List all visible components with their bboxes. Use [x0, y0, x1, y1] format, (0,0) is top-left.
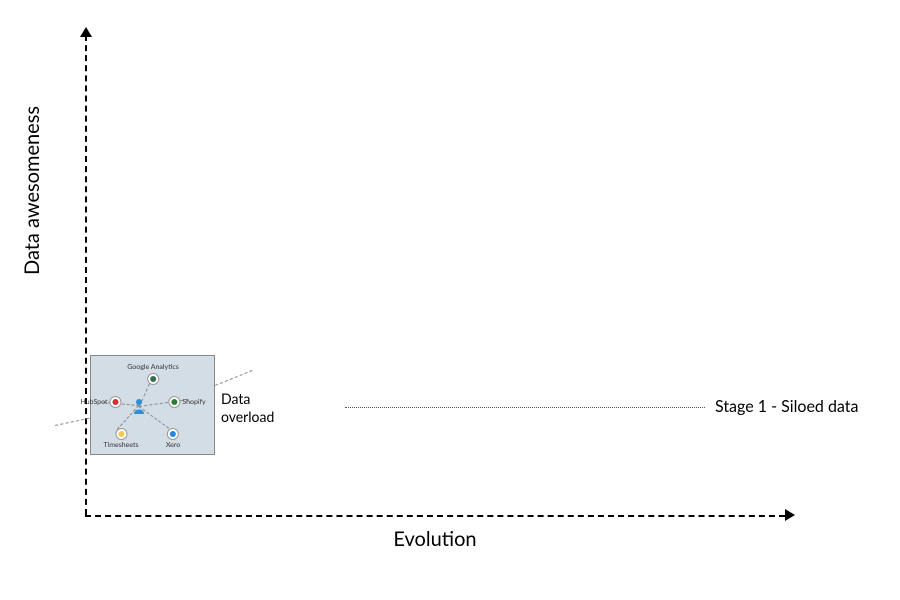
box-caption: Data overload	[221, 390, 274, 425]
data-source-circle-icon	[110, 396, 122, 408]
data-source-node-hub: HubSpot	[80, 396, 121, 408]
trend-curve-fragment	[215, 370, 252, 386]
data-source-circle-icon	[167, 428, 179, 440]
data-source-label: HubSpot	[80, 399, 107, 406]
y-axis-arrow-icon	[80, 27, 92, 37]
data-source-circle-icon	[115, 428, 127, 440]
data-source-node-ts: Timesheets	[103, 428, 138, 449]
siloed-data-box: Google AnalyticsShopifyXeroTimesheetsHub…	[90, 355, 215, 455]
data-source-label: Google Analytics	[127, 364, 179, 371]
x-axis-label: Evolution	[85, 527, 785, 551]
stage-divider-line	[345, 407, 705, 408]
person-icon	[132, 398, 146, 414]
data-source-node-shop: Shopify	[168, 396, 205, 408]
data-source-label: Shopify	[182, 399, 205, 406]
data-source-label: Timesheets	[103, 442, 138, 449]
data-source-node-ga: Google Analytics	[127, 364, 179, 385]
stage-label: Stage 1 - Siloed data	[715, 397, 858, 416]
y-axis-label: Data awesomeness	[20, 106, 44, 275]
data-source-label: Xero	[166, 442, 180, 449]
x-axis	[85, 515, 785, 517]
data-source-circle-icon	[147, 373, 159, 385]
x-axis-arrow-icon	[785, 509, 795, 521]
chart-area: Data awesomeness Evolution Stage 1 - Sil…	[85, 35, 845, 540]
data-source-circle-icon	[168, 396, 180, 408]
y-axis	[85, 35, 87, 515]
data-source-node-xero: Xero	[166, 428, 180, 449]
